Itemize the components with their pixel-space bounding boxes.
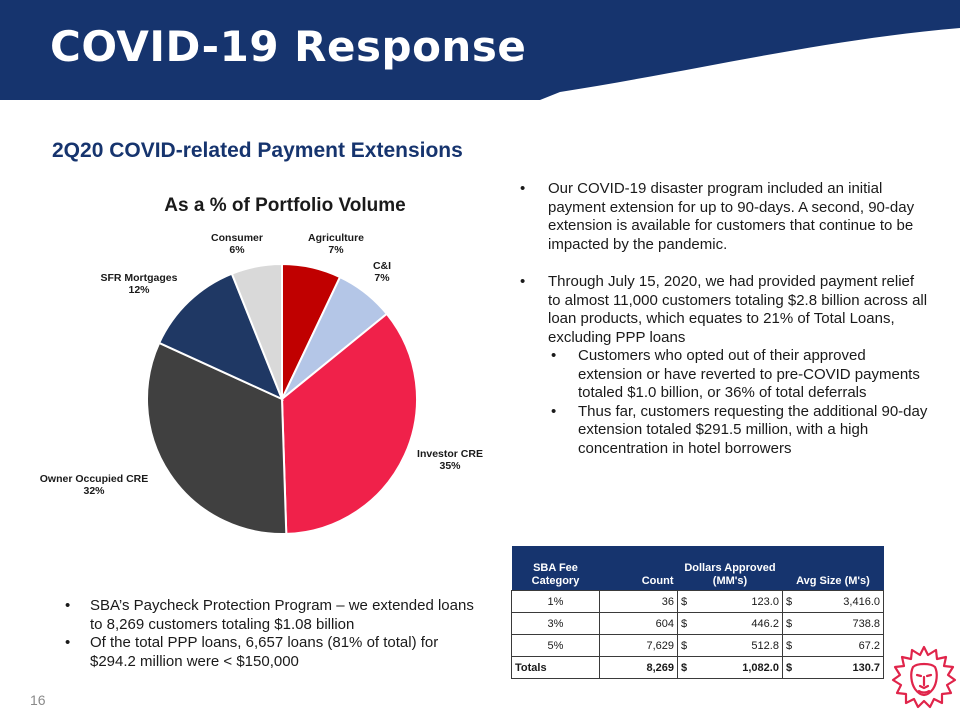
table-row: 3% 604 $ 446.2 $ 738.8 [511,612,884,635]
header-dollars: Dollars Approved (MM's) [677,546,783,591]
bullet-item: Our COVID-19 disaster program included a… [518,180,928,254]
slice-label: Owner Occupied CRE [40,473,148,485]
cell-category: Totals [511,656,600,679]
lion-head-icon [891,645,957,709]
cell-currency: $ [677,590,691,613]
bullet-item: Through July 15, 2020, we had provided p… [518,273,928,458]
slice-label: C&I [373,260,391,272]
header-count: Count [599,546,678,591]
table-header-row: SBA Fee Category Count Dollars Approved … [511,546,884,591]
cell-category: 1% [511,590,600,613]
slice-value-label: 6% [229,244,245,256]
cell-currency: $ [781,634,796,657]
cell-avg: 3,416.0 [795,590,884,613]
cell-dollars: 123.0 [691,590,783,613]
bullet-text: Through July 15, 2020, we had provided p… [548,273,928,346]
sba-fee-table: SBA Fee Category Count Dollars Approved … [511,546,884,679]
ppp-bullet-item: Of the total PPP loans, 6,657 loans (81%… [62,634,482,671]
slice-value-label: 7% [374,272,390,284]
table-total-row: Totals 8,269 $ 1,082.0 $ 130.7 [511,656,884,679]
pie-slice-investor-cre [280,312,418,535]
page-number: 16 [30,692,46,708]
slide-title: COVID-19 Response [50,22,527,71]
header-avg-size: Avg Size (M's) [782,546,884,591]
table-row: 5% 7,629 $ 512.8 $ 67.2 [511,634,884,657]
cell-currency: $ [677,612,691,635]
cell-avg: 130.7 [795,656,884,679]
sub-bullet-item: Customers who opted out of their approve… [548,347,928,403]
slice-value-label: 7% [328,244,344,256]
cell-dollars: 512.8 [691,634,783,657]
pie-chart: As a % of Portfolio Volume Agriculture 7%… [40,185,500,545]
slice-value-label: 35% [439,460,461,472]
sub-bullet-item: Thus far, customers requesting the addit… [548,403,928,459]
slice-value-label: 12% [128,284,150,296]
chart-title: As a % of Portfolio Volume [164,195,406,216]
cell-currency: $ [677,634,691,657]
cell-count: 7,629 [599,634,678,657]
header-category: SBA Fee Category [511,546,600,591]
ppp-bullet-item: SBA’s Paycheck Protection Program – we e… [62,597,482,634]
section-subtitle: 2Q20 COVID-related Payment Extensions [52,139,463,162]
slice-value-label: 32% [83,485,105,497]
slice-label: Investor CRE [417,448,483,460]
cell-category: 5% [511,634,600,657]
cell-avg: 67.2 [795,634,884,657]
cell-count: 36 [599,590,678,613]
pie-slice-sfr-mortgages [157,272,284,401]
slice-label: Agriculture [308,232,364,244]
title-banner [0,0,960,100]
ppp-notes: SBA’s Paycheck Protection Program – we e… [62,597,482,671]
cell-dollars: 446.2 [691,612,783,635]
cell-category: 3% [511,612,600,635]
pie-slice-consumer [230,262,283,400]
cell-count: 604 [599,612,678,635]
cell-currency: $ [781,612,796,635]
cell-avg: 738.8 [795,612,884,635]
extension-notes: Our COVID-19 disaster program included a… [518,180,928,458]
slice-label: SFR Mortgages [100,272,177,284]
table-row: 1% 36 $ 123.0 $ 3,416.0 [511,590,884,613]
cell-currency: $ [781,656,796,679]
cell-count: 8,269 [599,656,678,679]
cell-currency: $ [781,590,796,613]
slice-label: Consumer [211,232,263,244]
cell-currency: $ [677,656,691,679]
cell-dollars: 1,082.0 [691,656,783,679]
pie-slice-owner-occupied-cre [146,341,288,535]
